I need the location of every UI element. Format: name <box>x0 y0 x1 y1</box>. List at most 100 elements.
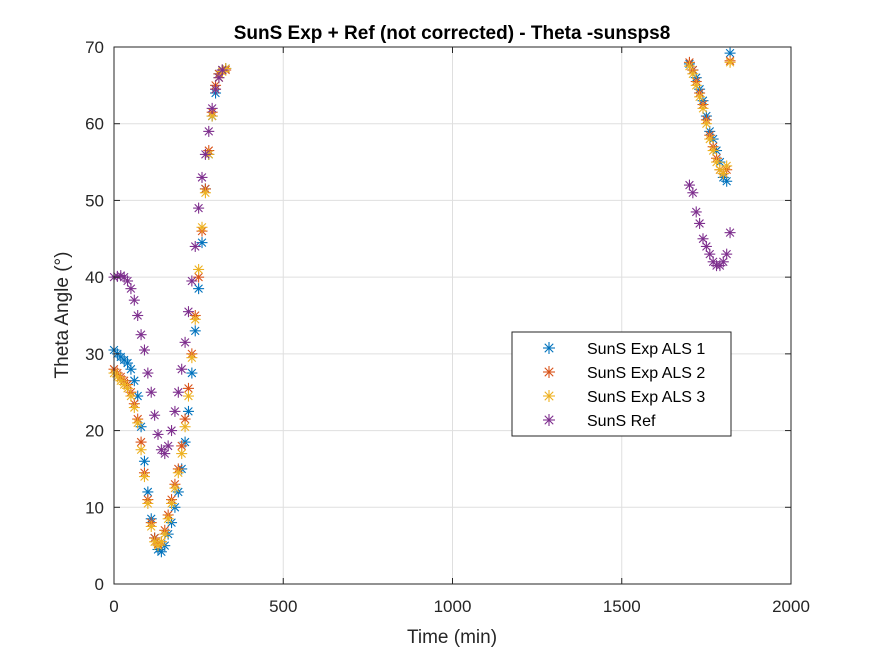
data-point <box>142 367 154 379</box>
series-3 <box>108 56 736 552</box>
data-point <box>128 402 140 414</box>
legend-marker <box>543 342 555 354</box>
data-point <box>169 405 181 417</box>
data-point <box>149 409 161 421</box>
data-point <box>216 64 228 76</box>
data-point <box>135 444 147 456</box>
data-point <box>694 217 706 229</box>
legend: SunS Exp ALS 1 SunS Exp ALS 2 SunS Exp ALS… <box>511 331 732 437</box>
data-point <box>186 352 198 364</box>
data-point <box>683 179 695 191</box>
legend-marker <box>543 366 555 378</box>
data-point <box>690 79 702 91</box>
legend-label: SunS Exp ALS 2 <box>587 365 705 382</box>
data-point <box>132 310 144 321</box>
data-point <box>172 467 184 479</box>
data-point <box>704 133 716 145</box>
data-point <box>138 344 150 356</box>
data-point <box>206 102 218 114</box>
data-point <box>172 386 184 398</box>
data-point <box>125 390 137 402</box>
data-point <box>724 227 736 239</box>
data-point <box>125 363 137 375</box>
data-point <box>182 390 194 402</box>
data-point <box>166 425 178 437</box>
chart-title: SunS Exp + Ref (not corrected) - Theta -… <box>234 23 671 44</box>
data-point <box>707 145 719 157</box>
data-point <box>687 187 699 199</box>
data-point <box>145 520 157 532</box>
data-point <box>199 187 211 199</box>
data-point <box>155 546 167 558</box>
data-point <box>193 283 205 295</box>
data-point <box>122 357 134 369</box>
data-point <box>721 160 733 172</box>
data-point <box>717 168 729 180</box>
y-axis-label: Theta Angle (°) <box>52 252 73 379</box>
series-4 <box>108 64 736 460</box>
data-point <box>700 118 712 130</box>
data-point <box>135 329 147 341</box>
legend-marker <box>543 390 555 402</box>
data-point <box>724 56 736 68</box>
data-point <box>186 275 198 287</box>
data-point <box>166 497 178 509</box>
data-point <box>721 175 733 187</box>
data-point <box>152 428 164 440</box>
data-point <box>159 528 171 540</box>
data-point <box>193 263 205 275</box>
legend-label: SunS Ref <box>587 413 656 430</box>
data-point <box>179 336 191 348</box>
data-point <box>186 367 198 379</box>
axis-ticks: 0 500 1000 1500 2000 0 10 20 30 40 50 60 70 <box>85 38 810 616</box>
data-point <box>169 482 181 494</box>
y-tick-label: 60 <box>85 115 104 134</box>
data-point <box>162 513 174 525</box>
data-point <box>193 202 205 214</box>
data-point <box>199 148 211 160</box>
y-tick-label: 50 <box>85 191 104 210</box>
data-point <box>189 325 201 337</box>
x-tick-label: 1000 <box>434 597 472 616</box>
x-tick-label: 2000 <box>772 597 810 616</box>
y-tick-label: 20 <box>85 422 104 441</box>
y-tick-label: 40 <box>85 268 104 287</box>
data-point <box>132 417 144 429</box>
data-point <box>128 294 140 306</box>
data-point <box>189 240 201 252</box>
data-point <box>721 248 733 260</box>
data-point <box>694 91 706 103</box>
data-point <box>189 313 201 325</box>
y-tick-label: 0 <box>95 575 104 594</box>
data-point <box>176 448 188 460</box>
data-point <box>176 363 188 375</box>
data-point <box>690 206 702 218</box>
data-point <box>142 497 154 509</box>
data-point <box>138 455 150 467</box>
data-point <box>162 440 174 452</box>
data-point <box>210 83 222 95</box>
y-tick-label: 10 <box>85 498 104 517</box>
data-point <box>182 306 194 318</box>
x-tick-label: 1500 <box>603 597 641 616</box>
legend-marker <box>543 414 555 426</box>
y-tick-label: 70 <box>85 38 104 57</box>
data-point <box>145 386 157 398</box>
x-tick-label: 0 <box>109 597 118 616</box>
legend-label: SunS Exp ALS 1 <box>587 341 705 358</box>
data-point <box>697 102 709 114</box>
legend-label: SunS Exp ALS 3 <box>587 389 705 406</box>
x-axis-label: Time (min) <box>407 627 497 648</box>
data-point <box>138 471 150 483</box>
data-points <box>108 47 736 558</box>
y-tick-label: 30 <box>85 345 104 364</box>
data-point <box>700 240 712 252</box>
data-point <box>203 125 215 137</box>
data-point <box>125 283 137 295</box>
data-point <box>196 171 208 183</box>
x-tick-label: 500 <box>269 597 297 616</box>
data-point <box>196 221 208 233</box>
data-point <box>213 72 225 84</box>
